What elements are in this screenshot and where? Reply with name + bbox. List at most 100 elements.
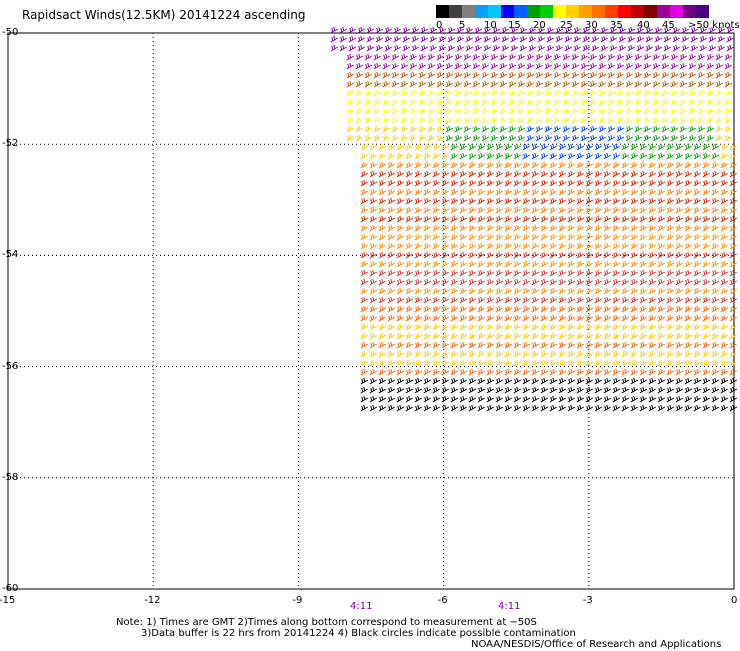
wind-barb <box>522 332 531 340</box>
wind-barb <box>603 242 612 250</box>
wind-barb <box>621 242 630 250</box>
wind-barb <box>414 170 423 178</box>
wind-barb <box>418 98 427 106</box>
wind-barb <box>558 143 567 151</box>
wind-barb <box>486 296 495 304</box>
wind-barb <box>693 377 702 385</box>
wind-barb <box>666 251 675 259</box>
wind-barb <box>681 44 690 52</box>
wind-barb <box>355 53 364 61</box>
wind-barb <box>693 152 702 160</box>
wind-barb <box>369 323 378 331</box>
wind-barb <box>387 341 396 349</box>
wind-barb <box>589 71 598 79</box>
legend-label: 30 <box>585 20 598 31</box>
wind-barb <box>418 107 427 115</box>
wind-barb <box>549 350 558 358</box>
wind-barb <box>499 71 508 79</box>
wind-barb <box>612 287 621 295</box>
wind-barb <box>477 251 486 259</box>
wind-barb <box>729 197 738 205</box>
wind-barb <box>607 62 616 70</box>
wind-barb <box>540 350 549 358</box>
wind-barb <box>429 44 438 52</box>
wind-barb <box>594 152 603 160</box>
wind-barb <box>414 350 423 358</box>
wind-barb <box>508 62 517 70</box>
legend-swatch <box>527 5 540 18</box>
wind-barb <box>369 269 378 277</box>
wind-barb <box>495 341 504 349</box>
wind-barb <box>454 116 463 124</box>
wind-barb <box>672 26 681 34</box>
wind-barb <box>537 26 546 34</box>
longitude-label: -15 <box>0 595 16 606</box>
wind-barb <box>423 242 432 250</box>
wind-barb <box>546 35 555 43</box>
wind-barb <box>441 143 450 151</box>
wind-barb <box>720 332 729 340</box>
wind-barb <box>585 188 594 196</box>
wind-barb <box>598 134 607 142</box>
wind-barb <box>481 134 490 142</box>
wind-barb <box>414 305 423 313</box>
wind-barb <box>459 188 468 196</box>
wind-barb <box>387 350 396 358</box>
wind-barb <box>729 377 738 385</box>
wind-barb <box>400 71 409 79</box>
wind-barb <box>477 161 486 169</box>
wind-barb <box>459 377 468 385</box>
wind-barb <box>580 98 589 106</box>
wind-barb <box>708 44 717 52</box>
wind-barb <box>558 170 567 178</box>
wind-barb <box>720 170 729 178</box>
wind-barb <box>508 89 517 97</box>
wind-barb <box>609 35 618 43</box>
wind-barb <box>454 80 463 88</box>
wind-barb <box>378 368 387 376</box>
wind-barb <box>468 386 477 394</box>
wind-barb <box>594 206 603 214</box>
wind-barb <box>432 161 441 169</box>
wind-barb <box>639 332 648 340</box>
wind-barb <box>423 386 432 394</box>
wind-barb <box>663 44 672 52</box>
wind-barb <box>603 359 612 367</box>
wind-barb <box>729 233 738 241</box>
wind-barb <box>522 296 531 304</box>
wind-barb <box>639 404 648 412</box>
wind-barb <box>603 170 612 178</box>
wind-barb <box>414 332 423 340</box>
wind-barb <box>486 350 495 358</box>
wind-barb <box>531 377 540 385</box>
wind-barb <box>486 305 495 313</box>
wind-barb <box>463 53 472 61</box>
wind-barb <box>360 305 369 313</box>
wind-barb <box>576 404 585 412</box>
wind-barb <box>369 152 378 160</box>
wind-barb <box>544 80 553 88</box>
wind-barb <box>369 332 378 340</box>
wind-barb <box>558 179 567 187</box>
wind-barb <box>720 359 729 367</box>
wind-barb <box>603 314 612 322</box>
wind-barb <box>387 179 396 187</box>
wind-barb <box>540 206 549 214</box>
wind-barb <box>634 134 643 142</box>
legend-label: 10 <box>484 20 497 31</box>
wind-barb <box>648 206 657 214</box>
wind-barb <box>621 152 630 160</box>
wind-barb <box>621 377 630 385</box>
wind-barb <box>558 386 567 394</box>
wind-barb <box>652 89 661 97</box>
wind-barb <box>661 89 670 97</box>
wind-barb <box>501 44 510 52</box>
wind-barb <box>400 125 409 133</box>
wind-barb <box>495 296 504 304</box>
wind-barb <box>468 314 477 322</box>
wind-barb <box>616 98 625 106</box>
wind-barb <box>675 305 684 313</box>
wind-barb <box>621 296 630 304</box>
wind-barb <box>405 242 414 250</box>
wind-barb <box>450 251 459 259</box>
